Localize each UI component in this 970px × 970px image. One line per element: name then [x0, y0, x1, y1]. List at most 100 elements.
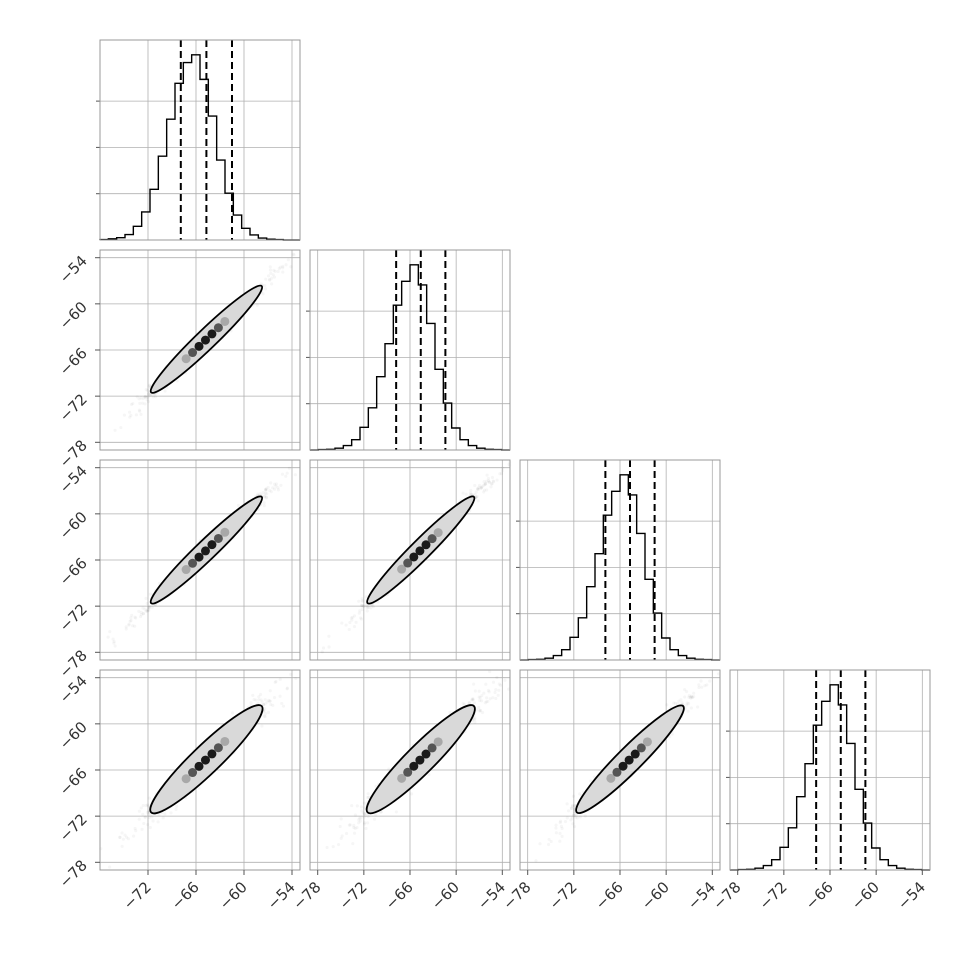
sample-point [231, 711, 234, 714]
sample-point [410, 792, 413, 795]
sample-point [481, 711, 484, 714]
sample-point [154, 395, 157, 398]
sample-point [349, 823, 352, 826]
sample-point [705, 683, 708, 686]
sample-point [256, 304, 259, 307]
y-tick-label: −66 [56, 554, 91, 589]
sample-point [273, 488, 276, 491]
sample-point [157, 820, 160, 823]
density-core [220, 316, 230, 326]
density-core [188, 348, 198, 358]
sample-point [127, 837, 130, 840]
sample-point [251, 694, 254, 697]
sample-point [367, 796, 370, 799]
sample-point [262, 501, 265, 504]
density-core [433, 737, 443, 747]
sample-point [570, 807, 573, 810]
x-tick-label: −66 [382, 878, 417, 913]
sample-point [364, 827, 367, 830]
sample-point [287, 258, 290, 261]
sample-point [138, 408, 141, 411]
scatter-panel-1-2 [309, 459, 511, 661]
sample-point [473, 484, 476, 487]
sample-point [465, 493, 468, 496]
sample-point [696, 705, 699, 708]
sample-point [280, 702, 283, 705]
sample-point [363, 815, 366, 818]
density-core [409, 761, 419, 771]
sample-point [679, 698, 682, 701]
density-core [403, 558, 413, 568]
density-core [181, 565, 191, 575]
sample-point [249, 701, 252, 704]
density-core [213, 323, 223, 333]
sample-point [359, 616, 362, 619]
scatter-panel-1-3 [309, 669, 511, 871]
hist-step-2 [520, 474, 720, 661]
density-core [188, 558, 198, 568]
sample-point [348, 621, 351, 624]
panel-frame [309, 249, 511, 451]
sample-point [475, 490, 478, 493]
sample-point [354, 813, 357, 816]
sample-point [264, 287, 267, 290]
sample-point [489, 697, 492, 700]
sample-point [351, 842, 354, 845]
density-core [642, 737, 652, 747]
sample-point [683, 695, 686, 698]
y-tick-label: −60 [56, 508, 91, 543]
sample-point [269, 269, 272, 272]
sample-point [339, 825, 342, 828]
y-tick-label: −54 [56, 462, 91, 497]
sample-point [688, 694, 691, 697]
scatter-panel-0-2 [99, 459, 301, 661]
density-core [220, 527, 230, 537]
x-tick-label: −54 [894, 878, 929, 913]
x-tick-label: −78 [499, 878, 534, 913]
sample-point [289, 265, 292, 268]
sample-point [476, 495, 479, 498]
sample-point [148, 796, 151, 799]
density-core [606, 773, 616, 783]
sample-point [363, 821, 366, 824]
sample-point [485, 696, 488, 699]
density-core [207, 749, 217, 759]
sample-point [289, 673, 292, 676]
sample-point [363, 812, 366, 815]
sample-point [489, 485, 492, 488]
sample-point [566, 802, 569, 805]
sample-point [482, 490, 485, 493]
sample-point [276, 486, 279, 489]
sample-point [268, 279, 271, 282]
sample-point [387, 767, 390, 770]
scatter-panel-0-3 [99, 669, 301, 871]
sample-point [263, 504, 266, 507]
sample-point [567, 809, 570, 812]
sample-point [122, 838, 125, 841]
density-core [200, 755, 210, 765]
sample-point [278, 695, 281, 698]
sample-point [281, 270, 284, 273]
sample-point [132, 835, 135, 838]
y-tick-label: −72 [56, 810, 91, 845]
sample-point [327, 645, 330, 648]
sample-point [270, 282, 273, 285]
density-core [624, 755, 634, 765]
sample-point [480, 694, 483, 697]
sample-point [354, 621, 357, 624]
sample-point [474, 689, 477, 692]
sample-point [139, 413, 142, 416]
sample-point [259, 693, 262, 696]
sample-point [340, 817, 343, 820]
density-core [618, 761, 628, 771]
sample-point [503, 679, 506, 682]
sample-point [119, 426, 122, 429]
sample-point [340, 837, 343, 840]
density-core [421, 540, 431, 550]
sample-point [469, 489, 472, 492]
sample-point [692, 692, 695, 695]
sample-point [366, 821, 369, 824]
sample-point [478, 484, 481, 487]
sample-point [263, 495, 266, 498]
